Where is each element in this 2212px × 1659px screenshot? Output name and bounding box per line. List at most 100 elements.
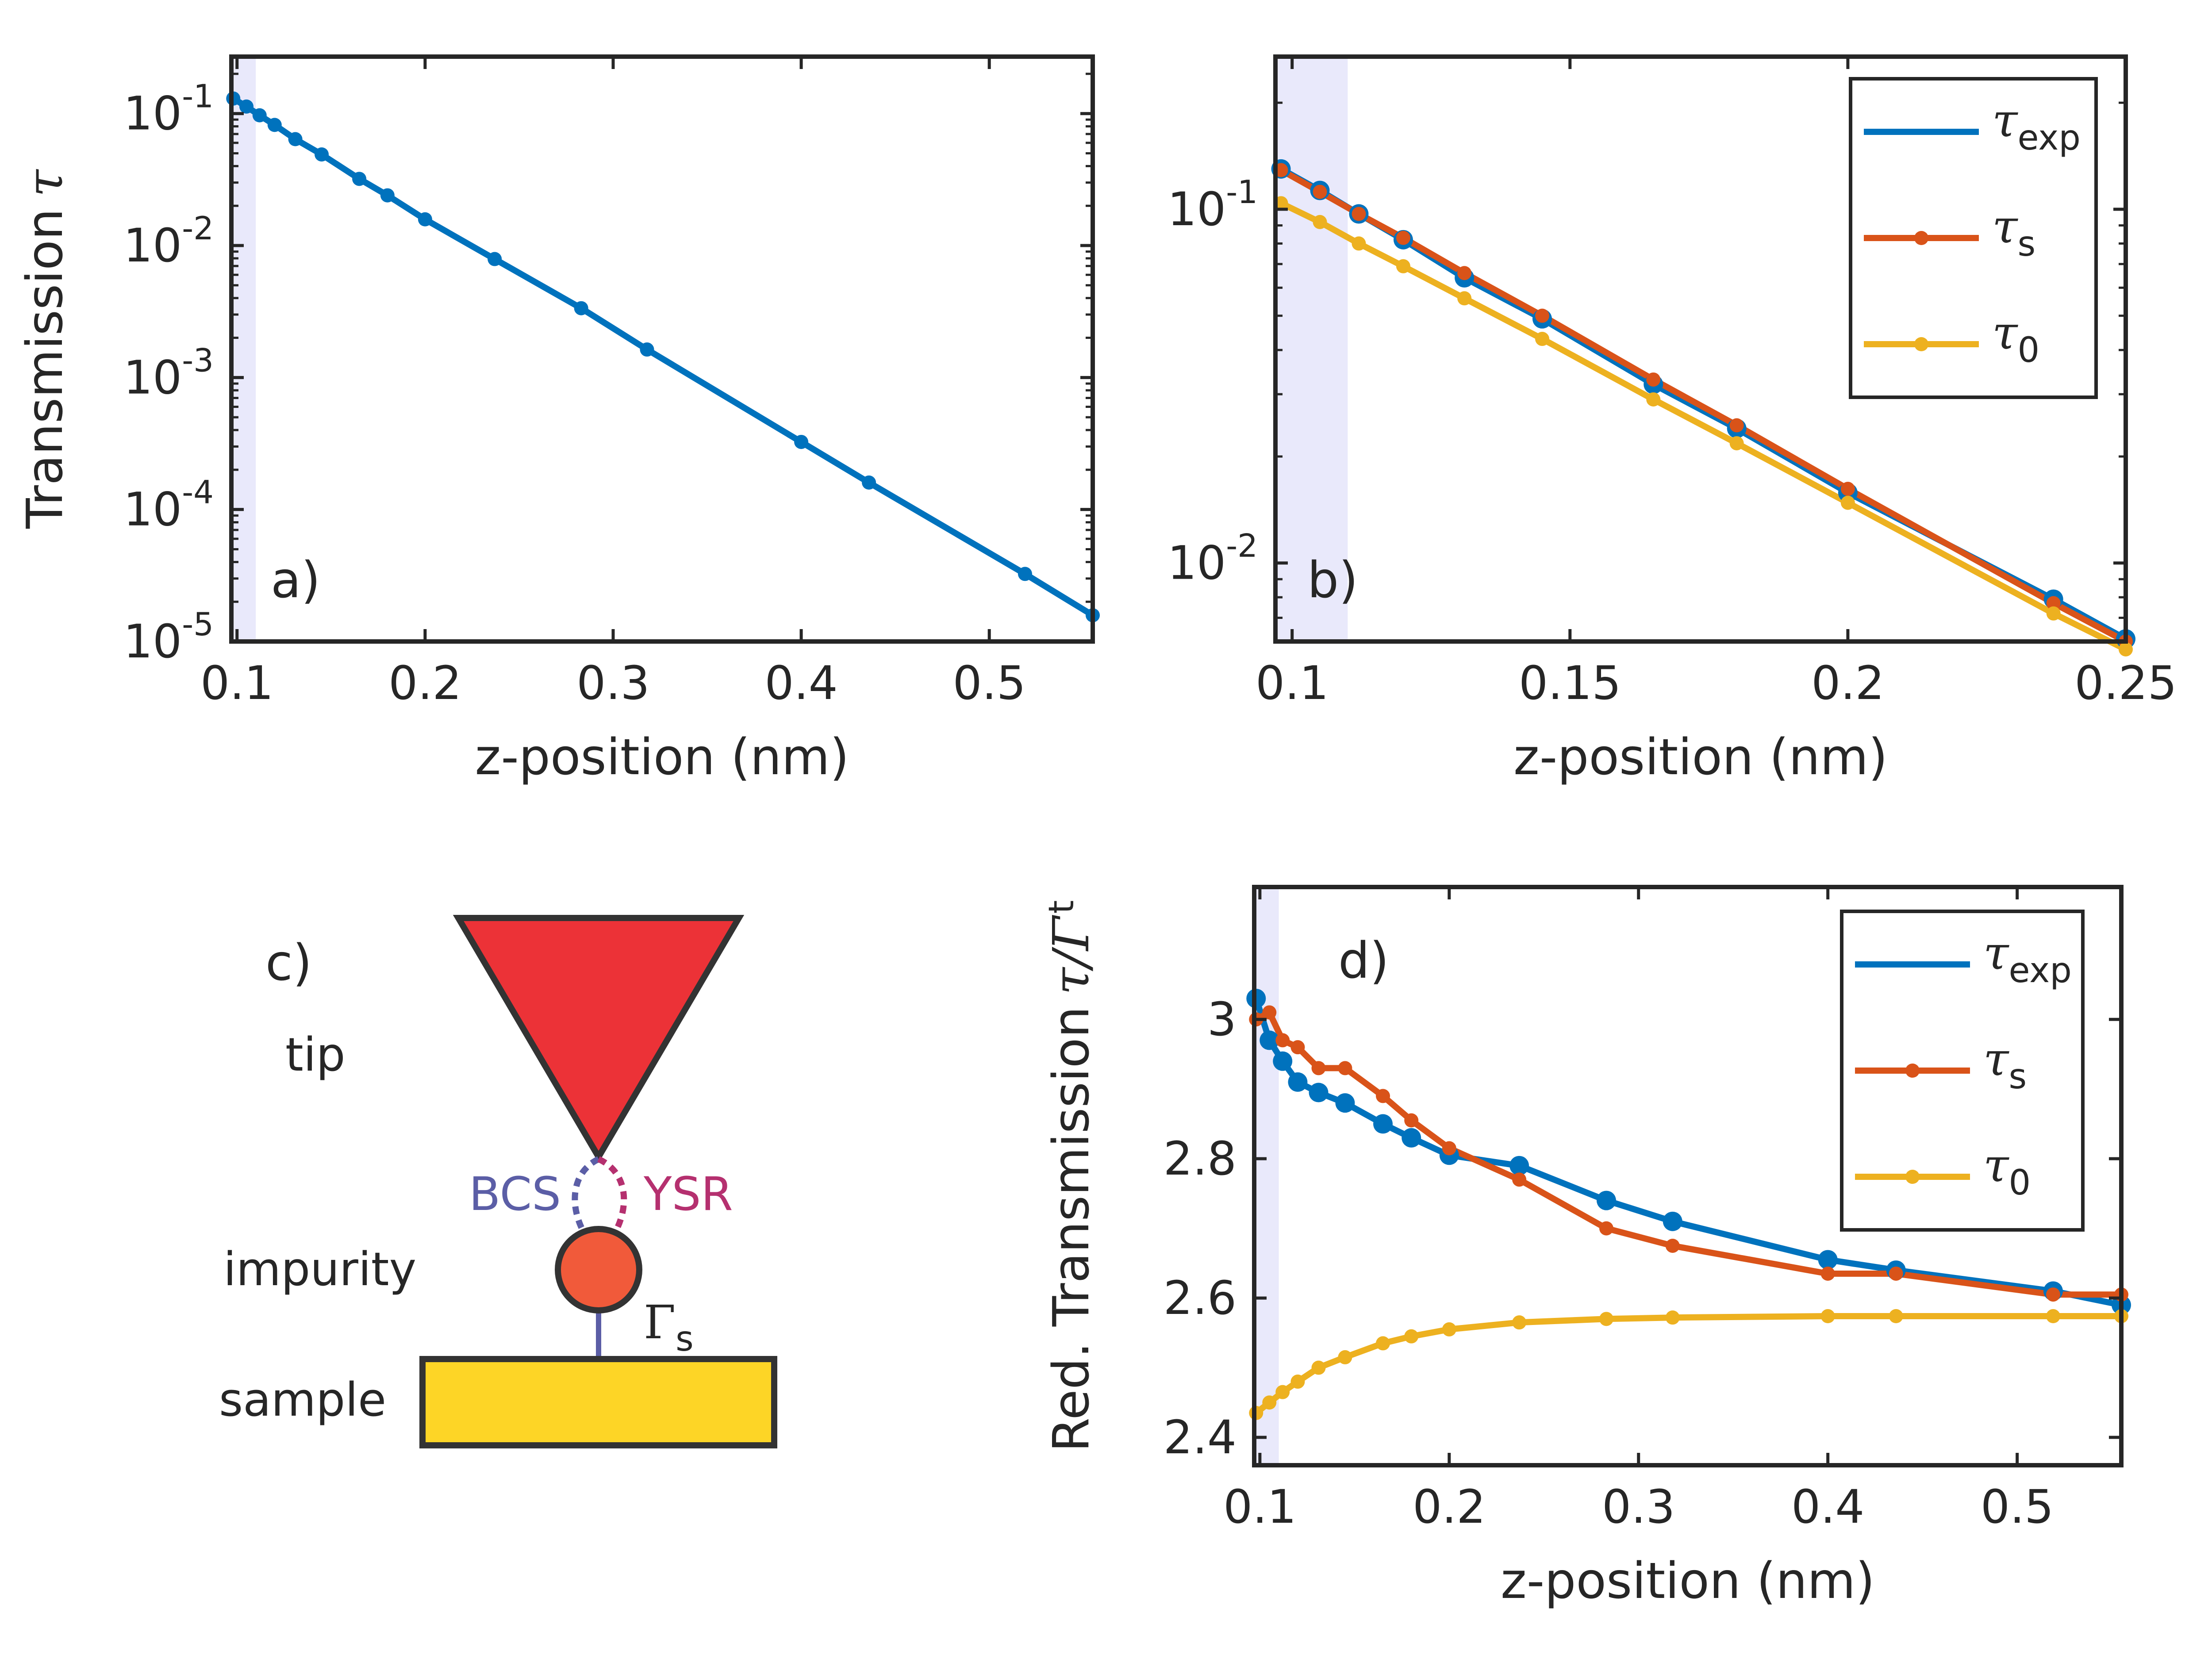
b-series-1-point [2046,596,2061,611]
d-series-1-point [1338,1061,1352,1075]
b-series-2-point [2119,642,2133,657]
b-series-1-point [1396,230,1410,245]
panel-b-legend: τexp τs τ0 [1849,77,2098,399]
panel-d-legend-label-exp: τexp [1983,926,2072,991]
a-y-tick-label: 10-1 [123,78,214,141]
d-y-tick-label: 2.4 [1164,1410,1237,1464]
d-series-2-point [1512,1315,1527,1330]
a-series-0-point [380,188,395,203]
b-series-2-point [1313,215,1327,229]
panel-d-legend-label-0: τ0 [1983,1138,2031,1203]
d-series-0-point [1309,1083,1329,1102]
d-series-2-point [1665,1310,1680,1325]
a-y-tick-label: 10-3 [123,342,214,404]
impurity-label: impurity [223,1242,416,1296]
panel-d-series-0-line [1254,1313,2121,1416]
panel-a-y-axis-label: Transmissionτ [16,169,74,529]
b-series-1-point [1352,207,1366,221]
d-series-1-point [1442,1141,1456,1156]
panel-a-tag: a) [271,552,320,609]
panel-b-tag: b) [1307,552,1358,609]
panel-b-chart: 0.1 0.15 0.2 0.25 10-210-1 z-position (nm) … [1167,54,2177,786]
b-series-2-point [1646,392,1661,407]
panel-a-shaded-region [231,57,256,641]
panel-b-legend-marker-s [1914,231,1928,245]
a-series-0-point [488,252,502,266]
a-series-0-point [794,434,809,449]
d-series-2-point [1376,1336,1390,1351]
panel-a-x-axis-label: z-position (nm) [475,729,849,786]
d-x-tick-label: 0.4 [1791,1480,1864,1534]
panel-b-legend-label-s: τs [1992,200,2035,264]
a-series-0-point [252,108,267,123]
a-series-0-point [862,475,876,490]
b-series-2-point [1729,436,1744,450]
b-series-2-point [1352,236,1366,251]
b-y-tick-label: 10-2 [1167,527,1258,590]
d-series-0-point [1596,1190,1616,1210]
d-series-1-point [1275,1033,1290,1048]
a-series-0-point [352,172,367,186]
panel-d-axes-frame [1252,885,2124,1467]
panel-d-legend: τexp τs τ0 [1840,910,2085,1232]
d-x-tick-label: 0.5 [1981,1480,2054,1534]
b-series-1-point [1535,308,1549,323]
b-series-1-point [1840,482,1855,496]
panel-d-legend-label-s: τs [1983,1032,2027,1097]
panel-d-shaded-region [1254,887,1279,1465]
a-y-tick-label: 10-4 [123,474,214,537]
panel-d-chart: 0.1 0.2 0.3 0.4 0.5 2.4 2.6 2.8 3 z-position (n… [1042,885,2131,1610]
panel-d-series-s-line [1255,1009,2121,1298]
panel-c-tag: c) [265,934,312,992]
panel-a-axes-frame [229,54,1095,644]
d-series-2-point [1889,1309,1903,1324]
panel-d-tag: d) [1338,932,1389,990]
d-series-0-point [1663,1211,1682,1231]
d-series-0-point [1402,1128,1421,1148]
d-series-2-point [1262,1395,1277,1410]
bcs-label: BCS [469,1167,561,1221]
a-y-tick-label: 10-2 [123,210,214,273]
panel-d-legend-marker-s [1905,1064,1920,1078]
panel-b-legend-label-0: τ0 [1992,306,2039,370]
a-series-0-point [288,132,303,146]
b-y-tick-label: 10-1 [1167,173,1258,236]
b-series-2-point [1840,495,1855,510]
d-series-1-point [1512,1172,1527,1187]
a-y-tick-label: 10-5 [123,606,214,668]
d-series-2-point [1275,1385,1290,1399]
a-x-tick-label: 0.3 [576,656,649,710]
d-series-2-point [1442,1322,1456,1336]
d-series-1-point [1262,1005,1277,1020]
panel-c-diagram: c) tip BCS YSR impurity Γs sample [219,915,777,1448]
d-series-2-point [1599,1312,1613,1326]
sample-label: sample [219,1373,386,1427]
panel-a-chart: 0.1 0.2 0.3 0.4 0.5 10-5 10-4 10-3 10-2 10-1 z-p… [16,54,1100,786]
d-series-0-point [1509,1156,1529,1175]
tip-label: tip [285,1028,346,1082]
d-series-1-point [1290,1040,1305,1055]
b-series-2-point [1457,291,1472,306]
sample-block [419,1356,777,1448]
a-series-0-point [267,118,282,132]
b-series-2-point [1396,259,1410,273]
d-series-2-point [1404,1329,1419,1344]
d-x-tick-label: 0.1 [1223,1480,1296,1534]
b-series-1-point [1729,418,1744,433]
bcs-tunneling-path [572,1156,600,1238]
panel-b-legend-label-exp: τexp [1992,93,2081,158]
b-series-2-point [1535,332,1549,346]
a-series-0-point [418,212,432,227]
panel-b-shaded-region [1275,57,1348,641]
panel-d-x-axis-label: z-position (nm) [1501,1552,1875,1610]
d-series-2-point [1311,1360,1326,1375]
d-series-1-point [1376,1089,1390,1103]
d-x-tick-label: 0.2 [1413,1480,1486,1534]
ysr-label: YSR [643,1167,733,1221]
panel-d-legend-marker-0 [1905,1170,1920,1184]
d-series-0-point [1335,1093,1355,1113]
gamma-s-label: Γs [644,1295,694,1359]
b-x-tick-label: 0.1 [1256,656,1329,710]
panel-d-y-axis-label: Red. Transmissionτ/Γt [1042,900,1100,1452]
d-y-tick-label: 3 [1207,992,1237,1046]
